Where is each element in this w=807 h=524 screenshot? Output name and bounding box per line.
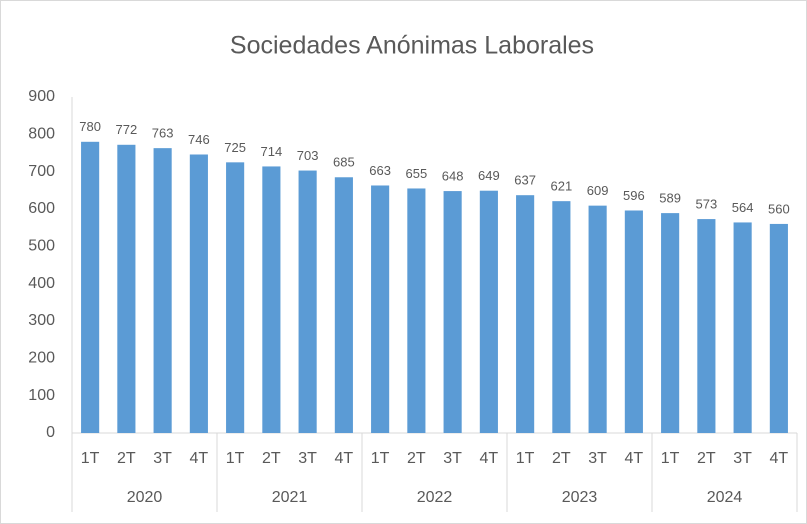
- x-tick-label: 4T: [190, 450, 209, 467]
- bar: [262, 166, 281, 433]
- group-label: 2023: [562, 489, 598, 506]
- bar: [661, 213, 680, 433]
- bar: [226, 162, 245, 434]
- y-tick-label: 0: [46, 424, 55, 441]
- group-label: 2024: [707, 489, 743, 506]
- bar: [624, 210, 643, 433]
- data-label: 596: [623, 188, 645, 203]
- data-label: 564: [732, 200, 754, 215]
- x-tick-label: 4T: [625, 450, 644, 467]
- y-tick-label: 100: [28, 387, 55, 404]
- bar: [407, 188, 426, 433]
- x-tick-label: 3T: [153, 450, 172, 467]
- y-tick-label: 600: [28, 200, 55, 217]
- y-tick-label: 700: [28, 163, 55, 180]
- data-label: 663: [369, 163, 391, 178]
- data-label: 714: [261, 144, 283, 159]
- data-label: 609: [587, 183, 609, 198]
- data-label: 621: [551, 179, 573, 194]
- x-tick-label: 3T: [588, 450, 607, 467]
- y-tick-label: 500: [28, 238, 55, 255]
- bar: [189, 154, 208, 433]
- x-tick-label: 4T: [770, 450, 789, 467]
- data-label: 637: [514, 173, 536, 188]
- data-label: 763: [152, 126, 174, 141]
- x-tick-label: 2T: [552, 450, 571, 467]
- x-tick-label: 3T: [733, 450, 752, 467]
- x-tick-label: 1T: [226, 450, 245, 467]
- bar: [153, 148, 172, 433]
- x-tick-label: 2T: [407, 450, 426, 467]
- x-tick-label: 2T: [697, 450, 716, 467]
- y-tick-label: 900: [28, 88, 55, 105]
- x-tick-label: 3T: [298, 450, 317, 467]
- x-tick-label: 1T: [371, 450, 390, 467]
- bar: [769, 223, 788, 433]
- x-tick-label: 2T: [262, 450, 281, 467]
- data-label: 649: [478, 168, 500, 183]
- y-tick-label: 300: [28, 312, 55, 329]
- bar: [516, 195, 535, 433]
- x-tick-label: 4T: [335, 450, 354, 467]
- data-label: 655: [406, 166, 428, 181]
- bar: [697, 219, 716, 433]
- y-tick-label: 200: [28, 350, 55, 367]
- y-tick-label: 400: [28, 275, 55, 292]
- data-label: 589: [659, 191, 681, 206]
- bar: [334, 177, 353, 433]
- x-tick-label: 3T: [443, 450, 462, 467]
- group-label: 2020: [127, 489, 163, 506]
- bar: [117, 144, 136, 433]
- x-tick-label: 2T: [117, 450, 136, 467]
- bar: [552, 201, 571, 433]
- chart-title: Sociedades Anónimas Laborales: [230, 32, 594, 60]
- data-label: 746: [188, 132, 210, 147]
- x-tick-label: 1T: [81, 450, 100, 467]
- group-label: 2021: [272, 489, 308, 506]
- data-label: 648: [442, 169, 464, 184]
- data-label: 703: [297, 148, 319, 163]
- bar: [588, 205, 607, 433]
- bar: [298, 170, 317, 433]
- data-label: 780: [79, 119, 101, 134]
- data-label: 685: [333, 155, 355, 170]
- data-label: 725: [224, 140, 246, 155]
- x-tick-label: 4T: [480, 450, 499, 467]
- data-label: 573: [696, 197, 718, 212]
- data-label: 560: [768, 201, 790, 216]
- bar: [371, 185, 390, 433]
- bar: [81, 141, 100, 434]
- y-tick-label: 800: [28, 126, 55, 143]
- bar: [733, 222, 752, 433]
- x-tick-label: 1T: [516, 450, 535, 467]
- bar: [443, 191, 462, 433]
- x-tick-label: 1T: [661, 450, 680, 467]
- data-label: 772: [116, 122, 138, 137]
- bar: [479, 190, 498, 433]
- group-label: 2022: [417, 489, 453, 506]
